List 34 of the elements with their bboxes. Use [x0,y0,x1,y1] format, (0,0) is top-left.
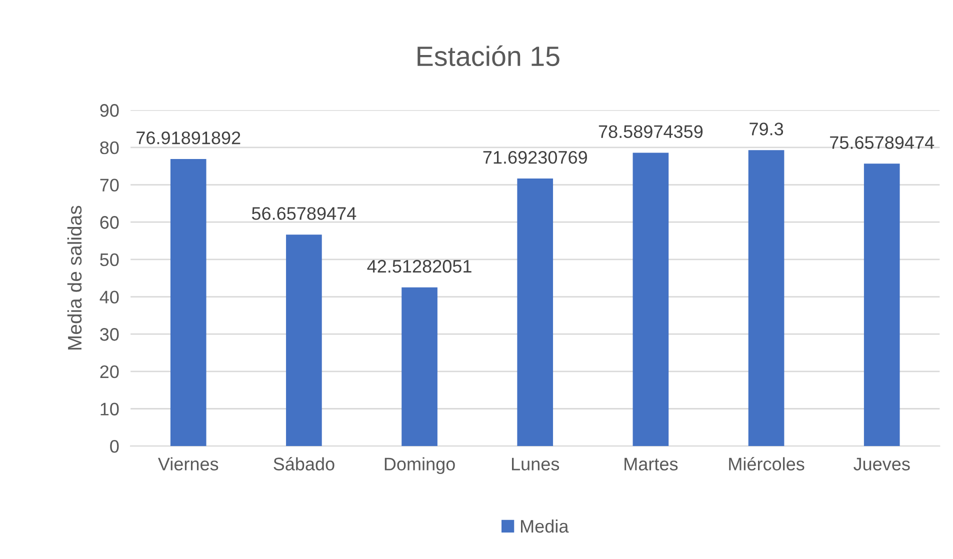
bar [402,287,438,446]
x-tick-label: Martes [624,458,678,470]
data-label: 56.65789474 [252,207,356,220]
y-tick-label: 90 [100,104,119,117]
bar [632,152,669,446]
y-tick-label: 60 [100,216,119,229]
x-tick-label: Domingo [384,457,455,474]
data-label: 76.91891892 [136,131,240,144]
data-label: 42.51282051 [367,260,472,273]
bar [517,178,554,446]
data-label: 78.58974359 [598,125,703,138]
x-tick-label: Sábado [274,456,334,470]
y-tick-label: 30 [100,328,119,341]
bar [748,150,784,446]
y-tick-label: 20 [100,365,119,378]
data-label: 71.69230769 [483,151,587,164]
legend-label: Media [521,519,569,533]
x-tick-label: Lunes [512,458,560,470]
bar [170,158,206,446]
y-axis-title: Media de salidas [67,206,82,350]
x-tick-label: Viernes [158,457,218,470]
y-tick-label: 50 [100,253,119,266]
y-tick-label: 10 [100,402,119,416]
x-tick-label: Miércoles [729,456,804,470]
y-tick-label: 0 [110,440,119,453]
chart-title: Estación 15 [418,45,560,66]
y-tick-label: 80 [100,141,119,154]
x-tick-label: Jueves [854,458,910,470]
y-tick-label: 70 [100,178,119,192]
bar [286,234,322,446]
y-tick-label: 40 [100,290,119,304]
bar [864,164,900,446]
data-label: 79.3 [750,122,784,136]
data-label: 75.65789474 [830,136,934,149]
